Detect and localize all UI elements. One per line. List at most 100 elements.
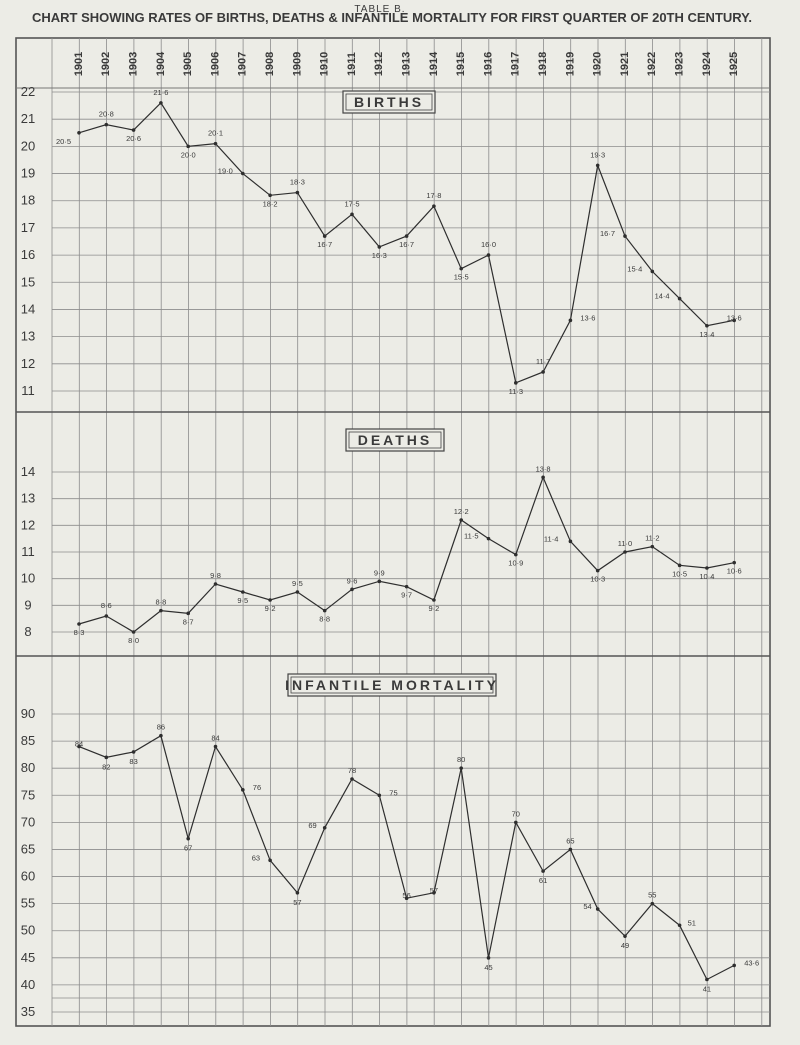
year-label-1906: 1906 [209,52,221,76]
data-label: 18·3 [290,178,305,187]
y-tick-label: 45 [21,950,35,965]
data-point [186,611,190,616]
data-point [568,539,573,544]
data-point [650,269,655,274]
data-label: 10·3 [590,575,605,584]
data-point [213,582,218,586]
data-point [404,896,409,901]
data-label: 8·7 [183,617,194,626]
data-label: 70 [512,809,520,818]
data-point [595,163,600,168]
y-tick-label: 17 [21,220,35,235]
data-label: 9·6 [347,576,358,585]
y-tick-label: 65 [21,841,35,856]
data-label: 9·2 [428,604,439,613]
year-label-1911: 1911 [346,52,358,76]
data-label: 10·6 [727,567,742,576]
data-label: 69 [308,821,316,830]
year-label-1901: 1901 [73,52,85,76]
data-point [186,144,190,149]
data-label: 15·4 [627,264,642,273]
data-label: 56 [402,891,410,900]
year-label-1914: 1914 [428,51,440,76]
year-label-1922: 1922 [646,52,658,76]
panel-title-box [342,90,436,114]
data-point [541,370,545,374]
data-label: 10·5 [672,569,687,578]
data-point [486,253,491,257]
data-point [514,820,518,825]
data-label: 9·5 [292,579,303,588]
data-point [404,584,409,589]
data-point [705,323,709,328]
year-label-1902: 1902 [100,52,112,76]
data-point [104,755,109,760]
data-point [377,245,382,249]
data-point [677,296,682,301]
data-point [486,536,491,541]
data-point [159,733,163,738]
data-label: 16·0 [481,240,496,249]
year-label-1925: 1925 [728,52,740,76]
data-point [432,891,436,895]
panel-deaths: 8 9 10 11 12 13 14 DEATHS 8·3 8·6 8·0 8·8 8·7 9·8 9·5 9… [16,428,770,657]
data-label: 78 [348,766,356,775]
y-tick-label: 9 [24,597,31,612]
data-point [159,101,163,105]
data-label: 86 [157,723,165,732]
y-tick-label: 14 [21,464,35,479]
data-point [595,907,600,911]
y-tick-label: 19 [21,166,35,181]
data-point [377,793,382,798]
data-label: 20·5 [56,137,71,146]
data-point [732,560,736,565]
data-point [459,266,464,271]
data-point [623,934,627,938]
data-label: 20·1 [208,129,223,138]
data-label: 67 [184,844,192,853]
data-point [77,622,81,626]
data-point [77,130,81,135]
data-point [432,204,436,208]
y-tick-label: 13 [21,329,35,344]
year-label-1912: 1912 [373,52,385,76]
data-label: 20·6 [126,134,141,143]
data-label: 8·8 [319,615,330,624]
data-label: 10·4 [699,572,714,581]
data-point [241,171,245,176]
data-label: 18·2 [263,199,278,208]
year-label-1910: 1910 [319,52,331,76]
data-point [404,234,409,238]
y-tick-label: 70 [21,814,35,829]
data-label: 14·4 [655,292,670,301]
data-point [322,234,327,238]
data-label: 16·7 [600,229,615,238]
data-point [350,587,354,592]
data-label: 13·8 [536,464,551,473]
year-label-1915: 1915 [455,52,467,76]
panel-title: INFANTILE MORTALITY [285,677,499,693]
data-point [514,381,518,385]
data-label: 16·3 [372,251,387,260]
data-point [377,579,382,584]
data-point [432,598,436,602]
data-point [486,956,491,960]
y-tick-label: 11 [21,383,35,398]
data-point [104,614,109,618]
year-label-1918: 1918 [537,52,549,76]
data-label: 8·6 [101,601,112,610]
panel-births: 11 12 13 14 15 16 17 18 19 20 21 22 BIRTHS 20·5 20·8 20… [16,84,770,413]
year-label-1920: 1920 [592,52,604,76]
data-point [623,550,627,554]
year-label-1907: 1907 [237,52,249,76]
data-label: 63 [252,853,260,862]
data-point [241,590,245,594]
data-label: 84 [75,740,83,749]
data-point [514,552,518,557]
data-label: 83 [129,757,137,766]
data-label: 11·0 [618,539,632,548]
year-label-1903: 1903 [128,52,140,76]
year-label-1908: 1908 [264,52,276,76]
panel-title: DEATHS [358,432,433,448]
